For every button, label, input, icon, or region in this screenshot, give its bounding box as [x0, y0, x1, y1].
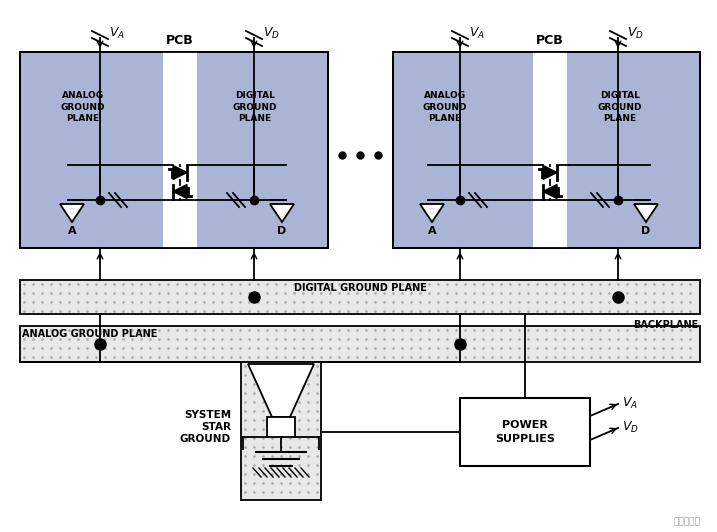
Text: ANALOG
GROUND
PLANE: ANALOG GROUND PLANE: [61, 92, 105, 122]
Text: A: A: [67, 226, 76, 236]
Bar: [20, 52, 328, 248]
Text: DIGITAL GROUND PLANE: DIGITAL GROUND PLANE: [293, 283, 427, 293]
Polygon shape: [634, 204, 658, 222]
Bar: [393, 52, 700, 248]
Bar: [393, 52, 700, 248]
Text: $V_D$: $V_D$: [622, 419, 639, 435]
Text: 工程师看海: 工程师看海: [673, 517, 700, 526]
Bar: [267, 417, 295, 437]
Text: A: A: [427, 226, 437, 236]
Text: ANALOG
GROUND
PLANE: ANALOG GROUND PLANE: [423, 92, 467, 122]
Bar: [460, 398, 590, 466]
Text: DIGITAL
GROUND
PLANE: DIGITAL GROUND PLANE: [598, 92, 642, 122]
Polygon shape: [173, 165, 187, 179]
Bar: [533, 52, 567, 248]
Text: PCB: PCB: [536, 34, 564, 47]
Text: $V_D$: $V_D$: [263, 26, 280, 40]
Bar: [20, 280, 700, 314]
Text: $V_A$: $V_A$: [469, 26, 485, 40]
Text: SYSTEM
STAR
GROUND: SYSTEM STAR GROUND: [180, 410, 231, 444]
Text: D: D: [277, 226, 287, 236]
Text: DIGITAL
GROUND
PLANE: DIGITAL GROUND PLANE: [233, 92, 277, 122]
Bar: [20, 52, 328, 248]
Text: $V_A$: $V_A$: [622, 395, 638, 411]
Polygon shape: [270, 204, 294, 222]
Text: POWER
SUPPLIES: POWER SUPPLIES: [495, 420, 555, 444]
Polygon shape: [543, 185, 557, 198]
Bar: [163, 52, 197, 248]
Polygon shape: [248, 364, 314, 417]
Text: $V_D$: $V_D$: [627, 26, 644, 40]
Text: PCB: PCB: [166, 34, 194, 47]
Polygon shape: [420, 204, 444, 222]
Text: $V_A$: $V_A$: [109, 26, 125, 40]
Polygon shape: [543, 165, 557, 179]
Text: BACKPLANE: BACKPLANE: [632, 320, 698, 330]
Polygon shape: [173, 185, 187, 198]
Bar: [20, 326, 700, 362]
Text: D: D: [642, 226, 650, 236]
Bar: [241, 362, 321, 500]
Text: ANALOG GROUND PLANE: ANALOG GROUND PLANE: [22, 329, 157, 339]
Polygon shape: [60, 204, 84, 222]
